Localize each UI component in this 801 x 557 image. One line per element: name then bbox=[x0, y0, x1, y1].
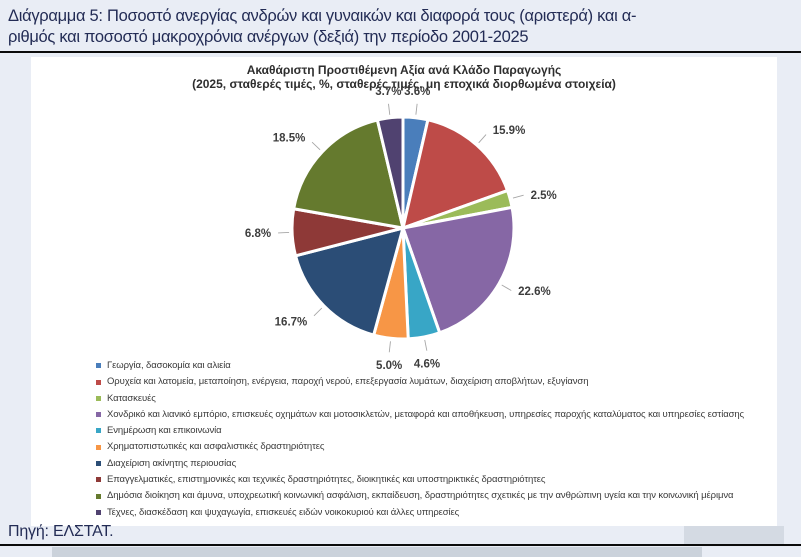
legend-item: Τέχνες, διασκέδαση και ψυχαγωγία, επισκε… bbox=[96, 508, 766, 518]
legend-swatch-icon bbox=[96, 444, 101, 450]
legend-swatch-icon bbox=[96, 379, 101, 385]
label-leader-line bbox=[501, 284, 512, 291]
legend-label: Διαχείριση ακίνητης περιουσίας bbox=[107, 457, 237, 469]
legend-swatch-icon bbox=[96, 412, 101, 418]
label-leader-line bbox=[424, 339, 428, 351]
legend-item: Χρηματοπιστωτικές και ασφαλιστικές δραστ… bbox=[96, 442, 766, 452]
legend-swatch-icon bbox=[96, 461, 101, 467]
pie-slice-percent-label: 16.7% bbox=[275, 316, 308, 328]
pie-slice-percent-label: 4.6% bbox=[414, 359, 440, 371]
legend-label: Γεωργία, δασοκομία και αλιεία bbox=[107, 360, 231, 371]
label-leader-line bbox=[311, 141, 321, 151]
chart-title: Ακαθάριστη Προστιθέμενη Αξία ανά Κλάδο Π… bbox=[246, 63, 562, 77]
legend-item: Διαχείριση ακίνητης περιουσίας bbox=[96, 459, 766, 469]
document-title: Διάγραμμα 5: Ποσοστό ανεργίας ανδρών και… bbox=[8, 6, 798, 48]
pie-chart-svg: 3.6% 15.9% 2.5% 22.6% 4.6% 5.0% 16.7% 6.8% 18.5%… bbox=[245, 86, 557, 372]
label-leader-line bbox=[512, 194, 524, 199]
pie-slice-percent-label: 3.7% bbox=[375, 86, 401, 98]
label-leader-line bbox=[415, 103, 418, 115]
legend-item: Επαγγελματικές, επιστημονικές και τεχνικ… bbox=[96, 475, 766, 485]
pie-slice-percent-label: 18.5% bbox=[273, 133, 306, 145]
legend-item: Ορυχεία και λατομεία, μεταποίηση, ενέργε… bbox=[96, 377, 766, 387]
legend-swatch-icon bbox=[96, 477, 101, 483]
legend-label: Επαγγελματικές, επιστημονικές και τεχνικ… bbox=[107, 474, 546, 486]
pie-slice bbox=[375, 115, 405, 230]
document-title-line2: ριθμός και ποσοστό μακροχρόνια ανέργων (… bbox=[8, 28, 529, 46]
pie-slice-percent-label: 6.8% bbox=[245, 228, 271, 240]
legend-swatch-icon bbox=[96, 509, 101, 515]
legend-swatch-icon bbox=[96, 428, 101, 434]
legend-label: Χονδρικό και λιανικό εμπόριο, επισκευές … bbox=[107, 408, 745, 420]
pie-chart: 3.6% 15.9% 2.5% 22.6% 4.6% 5.0% 16.7% 6.8% 18.5%… bbox=[205, 85, 605, 377]
legend-label: Ενημέρωση και επικοινωνία bbox=[107, 425, 222, 437]
legend-label: Χρηματοπιστωτικές και ασφαλιστικές δραστ… bbox=[107, 441, 325, 453]
legend-item: Γεωργία, δασοκομία και αλιεία bbox=[96, 361, 766, 371]
pie-slice-percent-label: 15.9% bbox=[493, 125, 526, 137]
legend-swatch-icon bbox=[96, 493, 101, 499]
legend-label: Κατασκευές bbox=[107, 392, 156, 404]
label-leader-line bbox=[388, 103, 391, 115]
chart-subtitle: (2025, σταθερές τιμές, %, σταθερές τιμές… bbox=[192, 77, 616, 91]
legend-label: Ορυχεία και λατομεία, μεταποίηση, ενέργε… bbox=[107, 376, 589, 388]
legend-item: Δημόσια διοίκηση και άμυνα, υποχρεωτική … bbox=[96, 491, 766, 501]
pie-slice-percent-label: 2.5% bbox=[531, 190, 557, 202]
pie-slice bbox=[401, 118, 509, 230]
label-leader-line bbox=[388, 341, 391, 353]
pie-slice-percent-label: 22.6% bbox=[518, 286, 551, 298]
legend-swatch-icon bbox=[96, 363, 101, 369]
legend-label: Τέχνες, διασκέδαση και ψυχαγωγία, επισκε… bbox=[107, 506, 460, 518]
label-leader-line bbox=[313, 307, 323, 317]
legend-label: Δημόσια διοίκηση και άμυνα, υποχρεωτική … bbox=[107, 490, 734, 502]
card-shadow-block bbox=[684, 526, 784, 544]
chart-header: Ακαθάριστη Προστιθέμενη Αξία ανά Κλάδο Π… bbox=[31, 63, 777, 91]
legend-item: Κατασκευές bbox=[96, 394, 766, 404]
pie-slice-percent-label: 3.6% bbox=[404, 86, 430, 98]
pie-slice bbox=[292, 118, 405, 230]
legend-item: Ενημέρωση και επικοινωνία bbox=[96, 426, 766, 436]
label-leader-line bbox=[478, 134, 487, 144]
bottom-divider-rule bbox=[0, 544, 801, 546]
pie-slice bbox=[401, 205, 516, 335]
legend-item: Χονδρικό και λιανικό εμπόριο, επισκευές … bbox=[96, 410, 766, 420]
chart-card: Ακαθάριστη Προστιθέμενη Αξία ανά Κλάδο Π… bbox=[31, 57, 777, 526]
bottom-gray-strip bbox=[52, 547, 702, 557]
source-text: Πηγή: ΕΛΣΤΑΤ. bbox=[8, 523, 114, 540]
top-divider-rule bbox=[0, 51, 801, 53]
document-title-line1: Διάγραμμα 5: Ποσοστό ανεργίας ανδρών και… bbox=[8, 7, 637, 25]
legend-swatch-icon bbox=[96, 395, 101, 401]
pie-slice-percent-label: 5.0% bbox=[376, 360, 402, 372]
pie-slice bbox=[294, 226, 405, 337]
chart-legend: Γεωργία, δασοκομία και αλιεία Ορυχεία και… bbox=[96, 361, 766, 517]
